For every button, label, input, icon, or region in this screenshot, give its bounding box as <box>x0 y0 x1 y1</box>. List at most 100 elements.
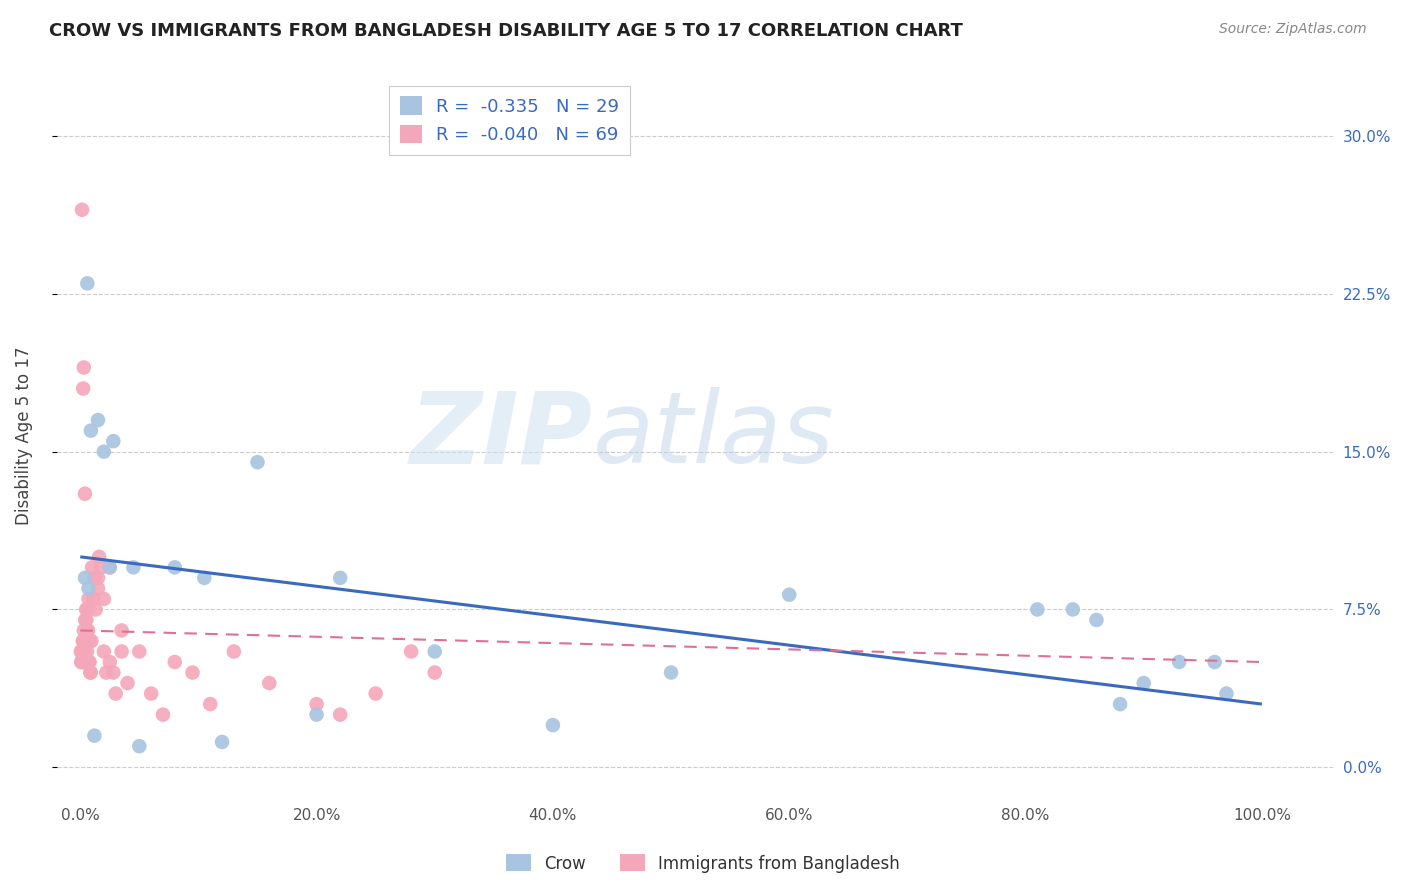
Point <box>72 634 94 648</box>
Point <box>84 602 107 616</box>
Point <box>73 655 96 669</box>
Legend: R =  -0.335   N = 29, R =  -0.040   N = 69: R = -0.335 N = 29, R = -0.040 N = 69 <box>389 86 630 155</box>
Point <box>83 729 105 743</box>
Point <box>72 644 94 658</box>
Point <box>89 549 111 564</box>
Point <box>117 676 139 690</box>
Point <box>364 687 387 701</box>
Point <box>79 665 101 680</box>
Point <box>110 644 132 658</box>
Point <box>75 602 97 616</box>
Point <box>70 644 93 658</box>
Point <box>246 455 269 469</box>
Point <box>98 560 121 574</box>
Point <box>104 687 127 701</box>
Text: CROW VS IMMIGRANTS FROM BANGLADESH DISABILITY AGE 5 TO 17 CORRELATION CHART: CROW VS IMMIGRANTS FROM BANGLADESH DISAB… <box>49 22 963 40</box>
Point <box>75 613 97 627</box>
Point <box>75 613 97 627</box>
Point <box>329 707 352 722</box>
Point <box>73 571 96 585</box>
Point <box>73 644 96 658</box>
Point <box>72 655 94 669</box>
Point <box>72 382 94 396</box>
Point <box>87 582 110 596</box>
Point <box>77 602 100 616</box>
Point <box>72 644 94 658</box>
Point <box>1204 655 1226 669</box>
Point <box>69 644 91 658</box>
Point <box>163 655 186 669</box>
Point <box>305 697 328 711</box>
Legend: Crow, Immigrants from Bangladesh: Crow, Immigrants from Bangladesh <box>499 847 907 880</box>
Point <box>72 634 94 648</box>
Point <box>93 591 115 606</box>
Point <box>93 644 115 658</box>
Point <box>98 655 121 669</box>
Point <box>87 413 110 427</box>
Point <box>80 424 103 438</box>
Point <box>73 644 96 658</box>
Point <box>1026 602 1049 616</box>
Point <box>259 676 281 690</box>
Point <box>70 655 93 669</box>
Point <box>77 582 100 596</box>
Point <box>70 655 93 669</box>
Point <box>77 591 100 606</box>
Point <box>1132 676 1154 690</box>
Point <box>87 571 110 585</box>
Point <box>163 560 186 574</box>
Point <box>423 665 446 680</box>
Point <box>152 707 174 722</box>
Point <box>75 634 97 648</box>
Point <box>73 644 96 658</box>
Point <box>305 707 328 722</box>
Point <box>211 735 233 749</box>
Point <box>77 624 100 638</box>
Point <box>76 602 98 616</box>
Point <box>399 644 422 658</box>
Point <box>82 591 104 606</box>
Text: ZIP: ZIP <box>409 387 592 484</box>
Point <box>1215 687 1237 701</box>
Point <box>778 588 800 602</box>
Point <box>73 486 96 500</box>
Text: atlas: atlas <box>592 387 834 484</box>
Point <box>93 444 115 458</box>
Point <box>77 655 100 669</box>
Point <box>76 644 98 658</box>
Point <box>181 665 204 680</box>
Point <box>128 739 150 754</box>
Point <box>76 277 98 291</box>
Point <box>73 360 96 375</box>
Point <box>73 624 96 638</box>
Point <box>200 697 222 711</box>
Y-axis label: Disability Age 5 to 17: Disability Age 5 to 17 <box>15 347 32 525</box>
Point <box>98 560 121 574</box>
Text: Source: ZipAtlas.com: Source: ZipAtlas.com <box>1219 22 1367 37</box>
Point <box>77 634 100 648</box>
Point <box>1168 655 1191 669</box>
Point <box>1109 697 1132 711</box>
Point <box>96 665 118 680</box>
Point <box>80 560 103 574</box>
Point <box>80 634 103 648</box>
Point <box>76 634 98 648</box>
Point <box>1062 602 1084 616</box>
Point <box>541 718 564 732</box>
Point <box>70 202 93 217</box>
Point <box>103 665 125 680</box>
Point <box>90 560 112 574</box>
Point <box>122 560 145 574</box>
Point <box>139 687 162 701</box>
Point <box>329 571 352 585</box>
Point <box>110 624 132 638</box>
Point <box>193 571 215 585</box>
Point <box>103 434 125 449</box>
Point <box>423 644 446 658</box>
Point <box>79 634 101 648</box>
Point <box>659 665 682 680</box>
Point <box>70 644 93 658</box>
Point <box>76 624 98 638</box>
Point <box>75 634 97 648</box>
Point <box>128 644 150 658</box>
